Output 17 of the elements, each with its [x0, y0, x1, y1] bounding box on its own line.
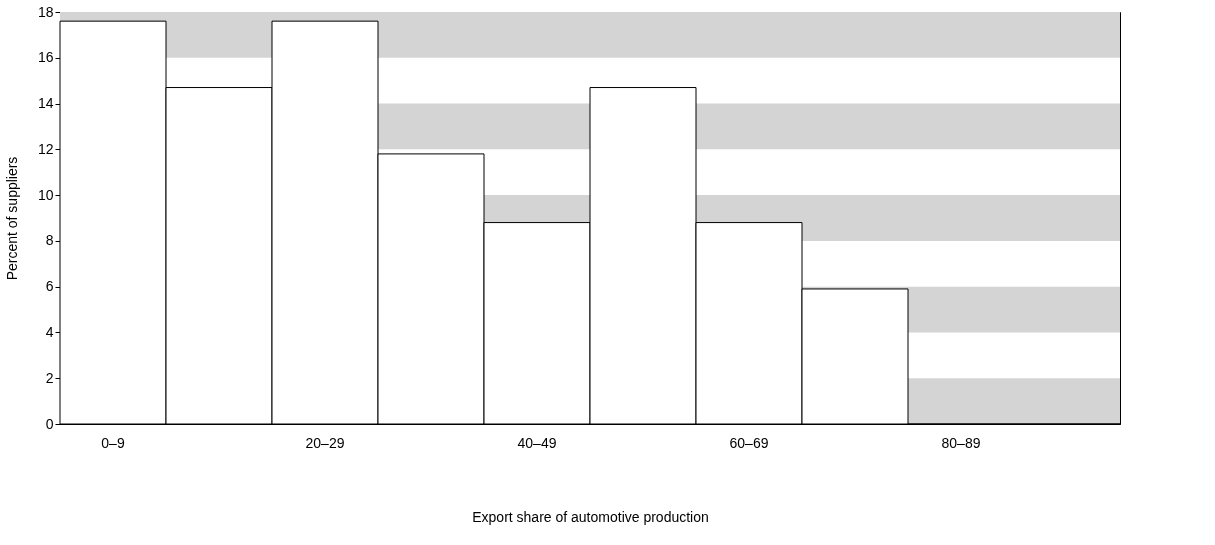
y-tick-label: 8 — [45, 232, 54, 249]
x-tick-label: 0–9 — [101, 434, 125, 451]
y-axis-title: Percent of suppliers — [3, 156, 20, 281]
x-tick-label: 60–69 — [729, 434, 769, 451]
y-tick-label: 12 — [37, 140, 54, 157]
y-tick-label: 10 — [37, 186, 54, 203]
x-tick-label: 80–89 — [941, 434, 981, 451]
x-axis-title: Export share of automotive production — [472, 508, 709, 525]
y-tick-label: 2 — [45, 369, 54, 386]
x-tick-label: 20–29 — [305, 434, 345, 451]
y-tick-label: 4 — [45, 323, 54, 340]
y-tick-label: 6 — [45, 278, 54, 295]
y-tick-label: 0 — [45, 415, 54, 432]
y-tick-label: 16 — [37, 49, 54, 66]
y-tick-label: 14 — [37, 95, 54, 112]
y-tick-label: 18 — [37, 3, 54, 20]
x-tick-label: 40–49 — [517, 434, 557, 451]
